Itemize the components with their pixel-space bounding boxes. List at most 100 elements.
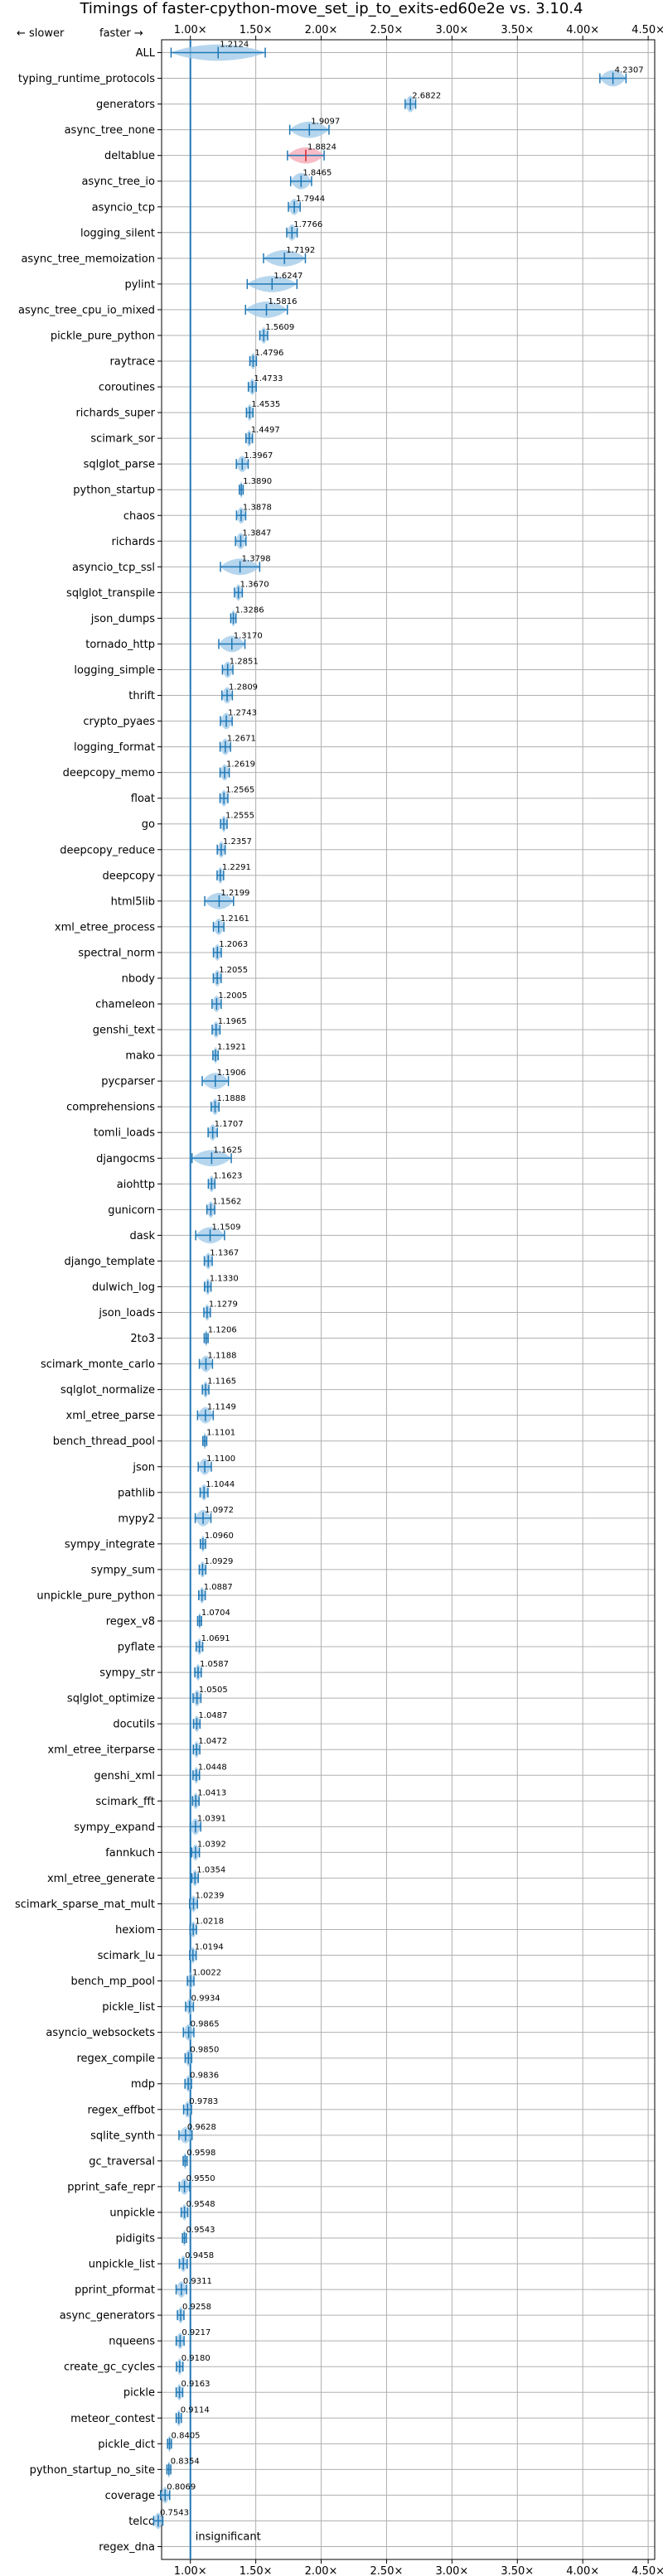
category-label: html5lib [111,895,155,908]
value-label: 1.2555 [225,812,254,821]
value-label: 1.1707 [215,1120,244,1129]
category-label: scimark_monte_carlo [41,1358,155,1371]
value-label: 1.0960 [205,1532,234,1541]
value-label: 2.6822 [412,92,441,101]
value-label: 1.0472 [198,1737,227,1746]
x-tick-label-bottom: 2.50× [370,2565,404,2576]
category-label: json_dumps [90,613,155,625]
value-label: 1.3798 [242,554,271,563]
category-label: regex_effbot [87,2104,155,2116]
category-label: raytrace [109,356,155,369]
category-label: sympy_integrate [65,1538,155,1551]
value-label: 0.9934 [191,1995,220,2004]
category-label: generators [96,99,155,111]
value-label: 1.0194 [195,1943,224,1952]
category-label: pickle [123,2387,155,2400]
value-label: 0.9258 [182,2303,211,2312]
value-label: 1.0392 [197,1840,226,1849]
category-label: xml_etree_generate [47,1873,155,1885]
value-label: 1.2671 [227,735,256,744]
value-label: 1.0487 [198,1711,227,1720]
category-label: typing_runtime_protocols [18,73,155,85]
value-label: 1.0929 [204,1557,233,1566]
value-label: 1.0505 [199,1686,228,1695]
value-label: 1.1330 [210,1274,239,1283]
value-label: 0.7543 [160,2508,189,2517]
category-label: xml_etree_iterparse [47,1744,155,1757]
value-label: 1.7944 [296,195,325,204]
x-tick-label-top: 3.00× [435,24,468,36]
value-label: 1.2743 [228,709,257,718]
value-label: 1.2005 [218,991,247,1001]
category-label: mako [125,1050,155,1063]
category-label: pylint [124,278,155,291]
category-label: 2to3 [130,1333,155,1345]
category-label: scimark_fft [95,1796,155,1808]
x-tick-label-bottom: 3.00× [435,2565,468,2576]
value-label: 1.3670 [240,580,269,589]
category-label: logging_simple [74,664,155,677]
category-label: genshi_xml [94,1770,155,1782]
category-label: mypy2 [118,1512,155,1525]
category-label: meteor_contest [70,2413,155,2425]
value-label: 1.1279 [209,1300,238,1310]
category-label: pidigits [116,2232,156,2245]
value-label: 1.0354 [196,1865,225,1874]
x-tick-label-top: 4.00× [566,24,599,36]
value-label: 1.0448 [198,1763,227,1772]
value-label: 0.9163 [181,2380,211,2389]
category-label: hexiom [115,1924,155,1937]
category-label: pycparser [101,1076,155,1088]
category-label: scimark_sparse_mat_mult [15,1898,155,1911]
value-label: 0.9628 [187,2123,216,2132]
value-label: 1.3890 [243,477,272,486]
value-label: 1.1965 [218,1017,247,1026]
value-label: 0.9548 [186,2200,215,2209]
value-label: 1.3170 [234,631,263,640]
x-tick-label-top: 2.00× [305,24,338,36]
value-label: 1.1188 [207,1352,236,1361]
category-label: json [132,1461,155,1474]
category-label: python_startup_no_site [30,2464,155,2477]
category-label: sqlglot_normalize [60,1384,155,1397]
x-tick-label-bottom: 4.00× [566,2565,599,2576]
value-label: 1.0022 [192,1969,221,1978]
value-label: 0.9543 [186,2226,215,2235]
category-label: mdp [131,2078,155,2091]
value-label: 1.0704 [201,1609,230,1618]
category-label: logging_format [74,741,155,754]
value-label: 0.9550 [186,2174,215,2183]
category-label: telco [128,2516,155,2528]
category-label: logging_silent [80,227,155,239]
value-label: 0.9217 [181,2328,211,2337]
category-label: ALL [136,47,156,60]
chart-title: Timings of faster-cpython-move_set_ip_to… [80,0,583,17]
category-label: dask [129,1230,155,1242]
value-label: 1.8824 [307,143,336,152]
category-label: spectral_norm [78,947,155,959]
value-label: 0.8405 [172,2431,201,2440]
category-label: nqueens [109,2336,155,2348]
category-label: pickle_list [102,2001,155,2014]
value-label: 1.0391 [197,1814,226,1823]
category-label: asyncio_tcp_ssl [72,562,155,574]
value-label: 1.1101 [206,1429,235,1438]
category-label: coroutines [99,382,155,394]
category-label: sqlglot_transpile [66,587,155,600]
value-label: 1.2055 [219,966,248,975]
value-label: 0.9783 [189,2097,218,2106]
value-label: 1.1888 [217,1094,246,1103]
value-label: 1.2291 [222,863,251,872]
category-label: xml_etree_parse [66,1410,155,1422]
category-label: unpickle [109,2207,155,2219]
x-tick-label-top: 3.50× [501,24,534,36]
value-label: 0.8354 [171,2457,200,2466]
value-label: 1.3878 [243,503,272,512]
value-label: 4.2307 [615,66,644,75]
value-label: 1.1562 [212,1197,241,1206]
category-label: pprint_pformat [75,2284,155,2297]
value-label: 1.1906 [217,1069,246,1078]
value-label: 1.0218 [195,1918,224,1927]
category-label: sympy_sum [91,1564,155,1576]
value-label: 0.9865 [191,2020,220,2029]
